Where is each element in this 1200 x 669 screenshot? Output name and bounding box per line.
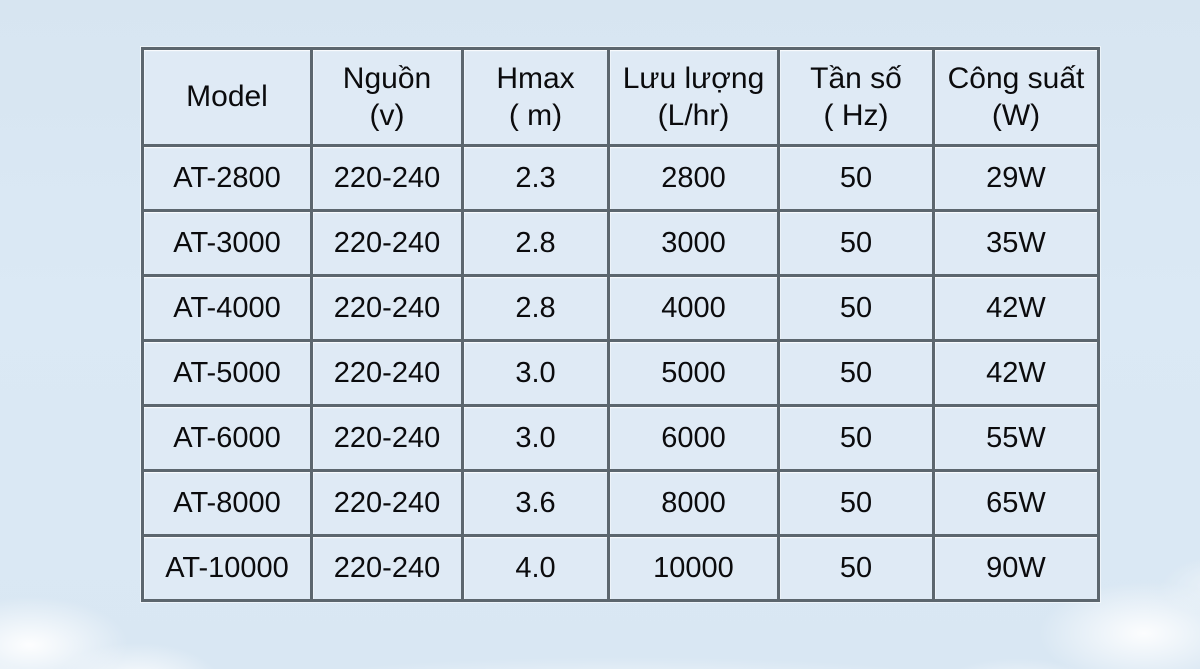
column-header-label: Tần số	[810, 61, 902, 95]
column-header-label: Hmax	[496, 61, 575, 95]
cell-hmax: 3.0	[461, 404, 610, 472]
cloud-decoration-bottom-band	[150, 627, 1100, 669]
header-row: Model Nguồn (v) Hmax ( m) Lưu lượng (L/h…	[141, 47, 1100, 147]
column-header-model: Model	[141, 47, 313, 147]
cell-power: 35W	[932, 209, 1100, 277]
cell-freq: 50	[777, 469, 935, 537]
column-header-voltage: Nguồn (v)	[310, 47, 464, 147]
cell-model: AT-8000	[141, 469, 313, 537]
cell-flow: 4000	[607, 274, 780, 342]
spec-table: Model Nguồn (v) Hmax ( m) Lưu lượng (L/h…	[141, 47, 1100, 602]
cell-voltage: 220-240	[310, 274, 464, 342]
cell-model: AT-4000	[141, 274, 313, 342]
cell-voltage: 220-240	[310, 469, 464, 537]
cell-flow: 2800	[607, 144, 780, 212]
column-header-label: Model	[186, 80, 268, 114]
table-row: AT-4000 220-240 2.8 4000 50 42W	[141, 274, 1100, 342]
cell-hmax: 2.8	[461, 209, 610, 277]
column-header-power: Công suất (W)	[932, 47, 1100, 147]
cell-model: AT-2800	[141, 144, 313, 212]
column-header-unit: (W)	[991, 99, 1041, 132]
cell-flow: 10000	[607, 534, 780, 602]
cell-flow: 3000	[607, 209, 780, 277]
cell-power: 55W	[932, 404, 1100, 472]
table-row: AT-8000 220-240 3.6 8000 50 65W	[141, 469, 1100, 537]
table-row: AT-10000 220-240 4.0 10000 50 90W	[141, 534, 1100, 602]
cell-power: 65W	[932, 469, 1100, 537]
table-row: AT-5000 220-240 3.0 5000 50 42W	[141, 339, 1100, 407]
cell-hmax: 2.3	[461, 144, 610, 212]
cell-freq: 50	[777, 534, 935, 602]
column-header-label: Lưu lượng	[622, 61, 765, 95]
column-header-unit: (v)	[369, 99, 405, 132]
cell-model: AT-6000	[141, 404, 313, 472]
column-header-flow: Lưu lượng (L/hr)	[607, 47, 780, 147]
table-row: AT-3000 220-240 2.8 3000 50 35W	[141, 209, 1100, 277]
cell-voltage: 220-240	[310, 144, 464, 212]
column-header-label: Nguồn	[342, 61, 432, 95]
cell-model: AT-10000	[141, 534, 313, 602]
cell-freq: 50	[777, 339, 935, 407]
cell-hmax: 3.0	[461, 339, 610, 407]
cell-flow: 6000	[607, 404, 780, 472]
cell-model: AT-5000	[141, 339, 313, 407]
cell-hmax: 2.8	[461, 274, 610, 342]
cell-voltage: 220-240	[310, 534, 464, 602]
cell-power: 90W	[932, 534, 1100, 602]
column-header-unit: (L/hr)	[657, 99, 730, 132]
table-row: AT-2800 220-240 2.3 2800 50 29W	[141, 144, 1100, 212]
cell-voltage: 220-240	[310, 404, 464, 472]
cell-power: 42W	[932, 339, 1100, 407]
column-header-hmax: Hmax ( m)	[461, 47, 610, 147]
cell-freq: 50	[777, 404, 935, 472]
cell-voltage: 220-240	[310, 209, 464, 277]
cell-flow: 5000	[607, 339, 780, 407]
cell-freq: 50	[777, 144, 935, 212]
cell-power: 42W	[932, 274, 1100, 342]
column-header-unit: ( m)	[508, 99, 563, 132]
cell-power: 29W	[932, 144, 1100, 212]
column-header-label: Công suất	[947, 61, 1085, 95]
column-header-unit: ( Hz)	[823, 99, 889, 132]
cell-voltage: 220-240	[310, 339, 464, 407]
cell-flow: 8000	[607, 469, 780, 537]
column-header-frequency: Tần số ( Hz)	[777, 47, 935, 147]
cell-freq: 50	[777, 274, 935, 342]
cell-freq: 50	[777, 209, 935, 277]
table-row: AT-6000 220-240 3.0 6000 50 55W	[141, 404, 1100, 472]
cell-hmax: 4.0	[461, 534, 610, 602]
cell-model: AT-3000	[141, 209, 313, 277]
cell-hmax: 3.6	[461, 469, 610, 537]
